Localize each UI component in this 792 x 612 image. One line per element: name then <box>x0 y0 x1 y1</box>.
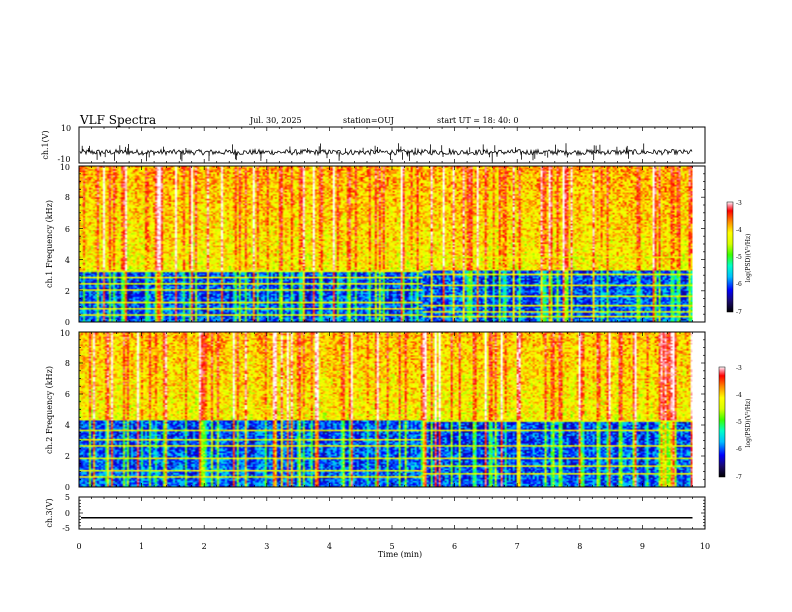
ch2-colorbar-tick-m3: -3 <box>736 365 742 372</box>
ch1-colorbar-tick-m6: -6 <box>736 281 742 288</box>
ch1-ytick-0: 0 <box>65 318 70 327</box>
ch1-waveform-frame <box>78 126 706 164</box>
ch1-colorbar-tick-m7: -7 <box>736 309 742 316</box>
ch3-waveform-ylabel: ch.3(V) <box>45 498 54 527</box>
ch3-waveform-frame <box>78 496 706 530</box>
x-tick-label: 6 <box>452 542 457 551</box>
ch1-ytick-4: 4 <box>65 256 70 265</box>
ch2-colorbar-tick-m7: -7 <box>736 474 742 481</box>
ch2-colorbar-tick-m5: -5 <box>736 419 742 426</box>
ch1-spectrogram-panel: 0 2 4 6 8 10 ch.1 Frequency (kHz) <box>45 163 706 327</box>
ch1-ytick-6: 6 <box>65 225 70 234</box>
ch1-waveform-panel: 10 -10 ch.1(V) <box>41 124 706 164</box>
x-tick-label: 9 <box>640 542 645 551</box>
x-tick-labels: 0 1 2 3 4 5 6 7 8 9 10 <box>76 542 710 551</box>
x-tick-label: 2 <box>202 542 207 551</box>
axis-ticks <box>78 127 706 530</box>
x-tick-label: 1 <box>139 542 144 551</box>
ch3-waveform-panel: 5 0 -5 ch.3(V) <box>45 493 706 533</box>
x-tick-label: 10 <box>700 542 710 551</box>
ch1-waveform-spikes <box>81 143 645 162</box>
ch2-ytick-6: 6 <box>65 390 70 399</box>
ch3-ytick-m5: -5 <box>62 524 70 533</box>
ch1-spectrogram-ylabel: ch.1 Frequency (kHz) <box>45 200 54 288</box>
start-time-label: start UT = 18: 40: 0 <box>437 116 519 125</box>
ch1-ytick-top: 10 <box>61 124 71 133</box>
ch3-ytick-0: 0 <box>65 509 70 518</box>
ch2-colorbar-bar <box>718 366 726 478</box>
figure-title: VLF Spectra <box>80 113 157 127</box>
ch3-ytick-5: 5 <box>65 493 70 502</box>
ch2-ytick-8: 8 <box>65 359 70 368</box>
ch2-ytick-0: 0 <box>65 483 70 492</box>
ch1-colorbar-tick-m3: -3 <box>736 200 742 207</box>
ch2-spectrogram-panel: 0 2 4 6 8 10 ch.2 Frequency (kHz) <box>45 329 706 492</box>
x-axis-label: Time (min) <box>378 550 422 559</box>
ch2-ytick-2: 2 <box>65 452 70 461</box>
x-tick-label: 4 <box>327 542 332 551</box>
ch2-colorbar-tick-m4: -4 <box>736 392 742 399</box>
ch2-yticks: 0 2 4 6 8 10 <box>60 329 70 492</box>
ch1-colorbar-bar <box>726 201 734 313</box>
x-tick-label: 0 <box>76 542 81 551</box>
ch1-ytick-2: 2 <box>65 287 70 296</box>
x-tick-label: 8 <box>577 542 582 551</box>
ch2-spectrogram-ylabel: ch.2 Frequency (kHz) <box>45 366 54 454</box>
ch1-yticks: 0 2 4 6 8 10 <box>60 163 70 327</box>
ch1-colorbar-tick-m5: -5 <box>736 254 742 261</box>
ch2-spectrogram-image <box>79 332 693 487</box>
ch2-colorbar-tick-m6: -6 <box>736 446 742 453</box>
date-label: Jul. 30, 2025 <box>250 116 302 125</box>
ch1-ytick-10: 10 <box>60 163 70 172</box>
ch1-colorbar-label: log(PSD)(V²/Hz) <box>745 234 752 283</box>
x-tick-label: 7 <box>515 542 520 551</box>
ch2-ytick-10: 10 <box>60 329 70 338</box>
ch1-ytick-8: 8 <box>65 193 70 202</box>
ch1-colorbar-tick-m4: -4 <box>736 227 742 234</box>
ch2-colorbar: -3 -4 -5 -6 -7 log(PSD)(V²/Hz) <box>718 365 752 481</box>
ch2-ytick-4: 4 <box>65 421 70 430</box>
ch1-colorbar: -3 -4 -5 -6 -7 log(PSD)(V²/Hz) <box>726 200 752 316</box>
ch1-waveform-ylabel: ch.1(V) <box>41 130 50 159</box>
station-label: station=OUJ <box>343 116 394 125</box>
x-tick-label: 3 <box>264 542 269 551</box>
ch2-spectrogram-raster <box>79 332 693 487</box>
ch1-ytick-bottom: -10 <box>58 155 71 164</box>
ch1-spectrogram-image <box>79 166 693 322</box>
ch2-colorbar-label: log(PSD)(V²/Hz) <box>745 399 752 448</box>
x-tick-label: 5 <box>389 542 394 551</box>
ch1-spectrogram-raster <box>79 166 693 322</box>
